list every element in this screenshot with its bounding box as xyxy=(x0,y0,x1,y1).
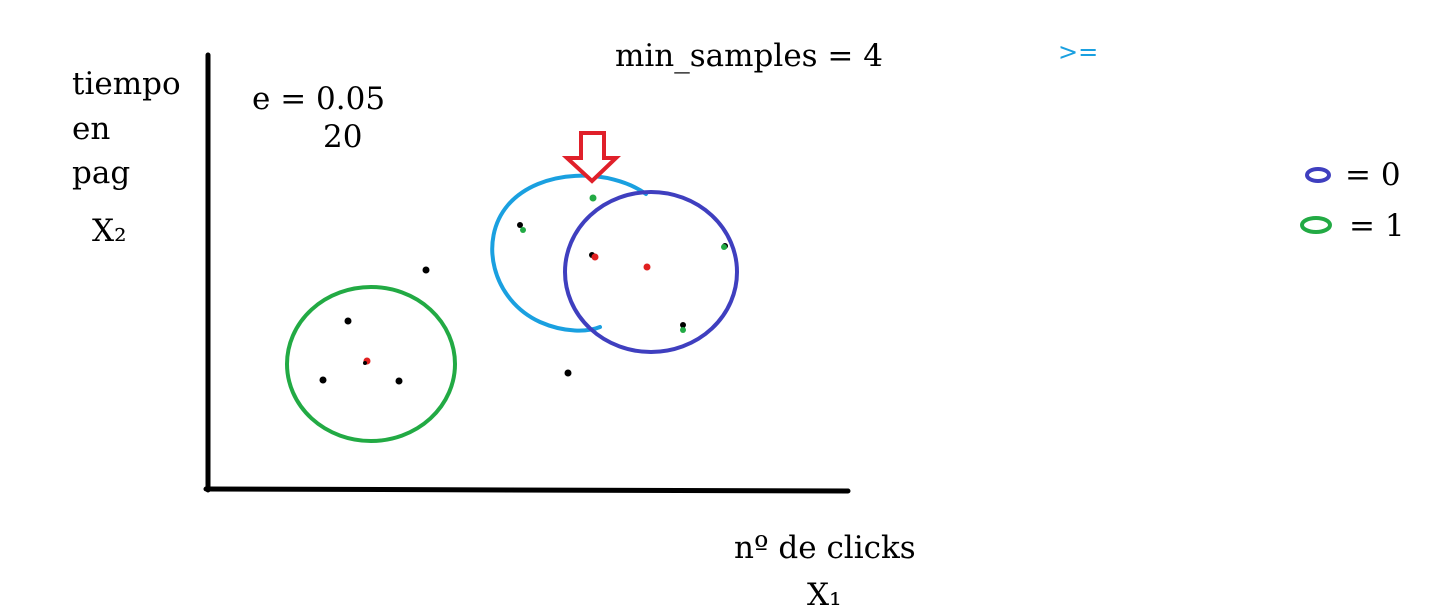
y-axis-label-line-1: tiempo xyxy=(72,66,181,102)
noise-point xyxy=(422,266,430,274)
noise-point xyxy=(395,377,403,385)
core-point-mark xyxy=(363,361,367,365)
epsilon-label: e = 0.05 xyxy=(252,81,386,117)
comparison-note: >= xyxy=(1058,38,1099,66)
y-axis-variable: X₂ xyxy=(92,213,127,249)
noise-point xyxy=(564,369,572,377)
core-point xyxy=(643,263,651,271)
x-axis-variable: X₁ xyxy=(807,577,842,613)
border-point xyxy=(589,194,597,202)
x-axis xyxy=(203,486,851,494)
legend-cluster-1-icon xyxy=(1300,216,1332,234)
down-arrow-icon xyxy=(561,131,621,184)
cluster-1-circle xyxy=(285,285,457,443)
border-point xyxy=(517,222,523,228)
border-point xyxy=(721,244,727,250)
cluster-0-circle xyxy=(563,190,739,354)
legend-cluster-0-icon xyxy=(1305,167,1331,183)
noise-point xyxy=(319,376,327,384)
x-axis-label: nº de clicks xyxy=(734,530,916,566)
border-point xyxy=(520,227,526,233)
legend-label-1: = 1 xyxy=(1349,208,1405,244)
border-point xyxy=(680,327,686,333)
legend-label-0: = 0 xyxy=(1345,157,1401,193)
min-samples-label: min_samples = 4 xyxy=(615,38,883,74)
noise-point xyxy=(344,317,352,325)
y-axis-label-line-2: en xyxy=(72,111,111,147)
border-point xyxy=(680,322,686,328)
epsilon-alt-label: 20 xyxy=(323,119,363,155)
y-axis-label-line-3: pag xyxy=(72,155,131,191)
core-point xyxy=(591,253,599,261)
